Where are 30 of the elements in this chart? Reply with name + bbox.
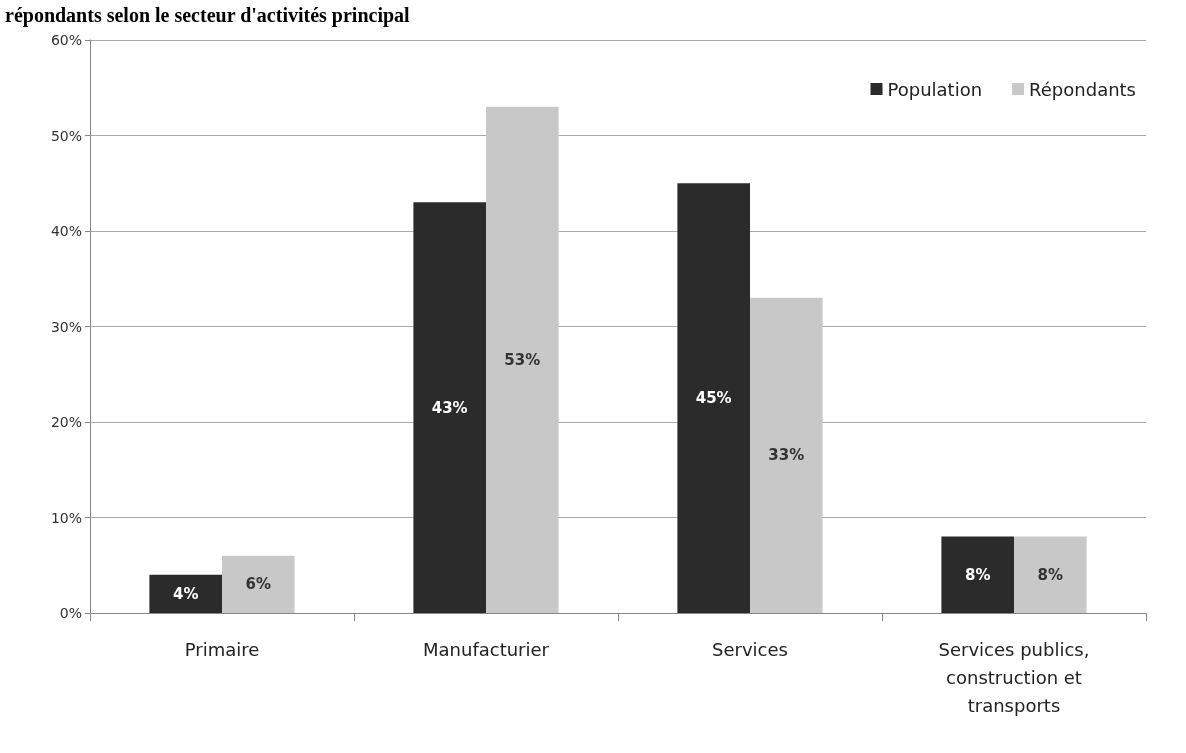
bar xyxy=(677,183,750,613)
x-tick-label: Services xyxy=(712,638,788,660)
y-tick-label: 0% xyxy=(59,605,82,621)
bar xyxy=(222,555,295,613)
bar xyxy=(750,297,823,613)
data-label: 45% xyxy=(695,389,732,408)
y-tick-label: 30% xyxy=(50,318,82,335)
data-label: 6% xyxy=(245,575,272,594)
bar xyxy=(941,536,1014,613)
bar xyxy=(413,202,486,613)
y-tick-label: 60% xyxy=(50,32,82,48)
y-tick-label: 40% xyxy=(50,223,82,239)
bar xyxy=(1014,536,1087,613)
data-label: 4% xyxy=(172,584,199,603)
data-label: 8% xyxy=(1037,565,1064,584)
legend-label: Répondants xyxy=(1029,78,1136,100)
x-tick-label: Services publics, construction et transports xyxy=(938,638,1090,716)
y-tick-label: 10% xyxy=(50,509,82,526)
data-label: 53% xyxy=(504,350,541,369)
chart-title: répondants selon le secteur d'activités principal xyxy=(5,4,411,27)
bar xyxy=(149,574,222,613)
data-label: 8% xyxy=(964,565,991,584)
data-label: 43% xyxy=(431,398,468,417)
bar xyxy=(486,106,559,613)
x-tick-label: Manufacturier xyxy=(423,638,550,660)
y-tick-label: 20% xyxy=(50,414,82,430)
x-tick-label: Primaire xyxy=(184,638,260,660)
data-label: 33% xyxy=(768,446,805,465)
y-tick-label: 50% xyxy=(50,127,82,144)
legend-label: Population xyxy=(887,78,983,100)
